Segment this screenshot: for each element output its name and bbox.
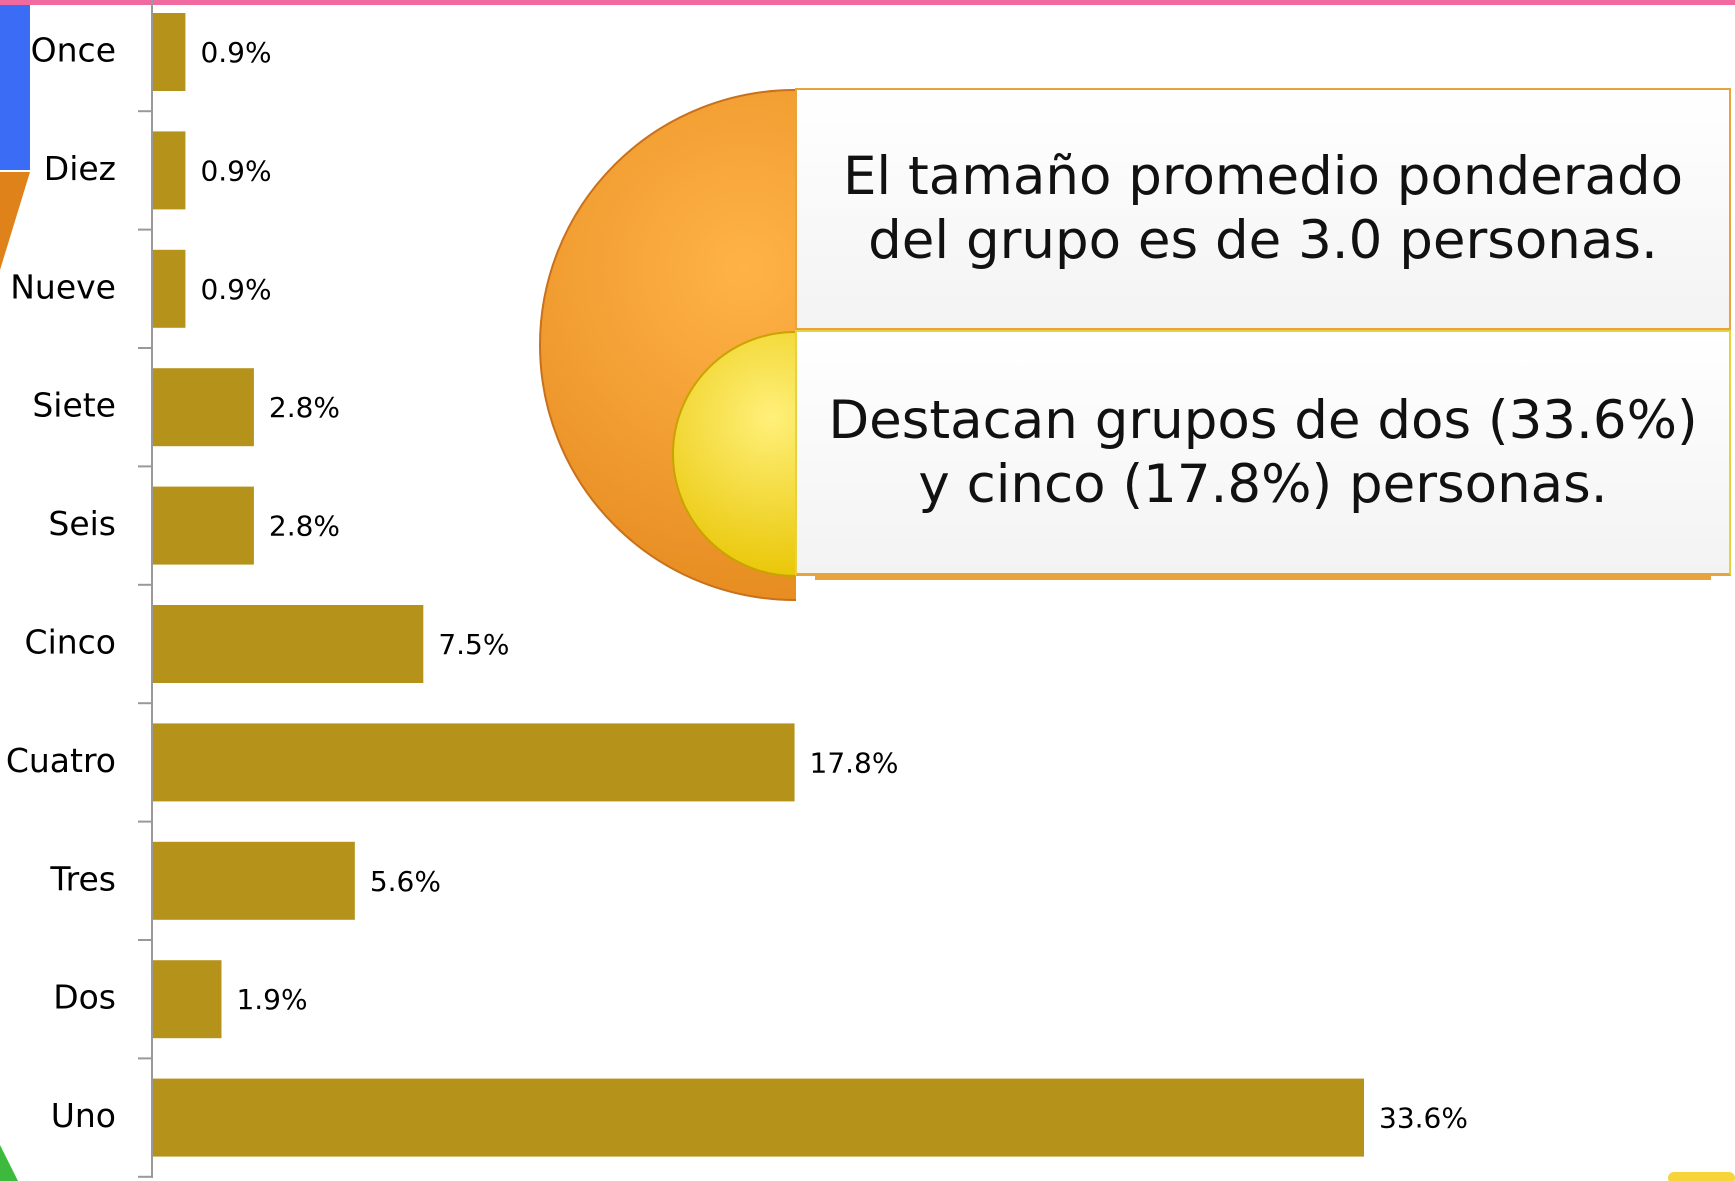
value-label: 33.6% [1379,1102,1468,1135]
value-label: 17.8% [810,746,899,779]
bar [153,131,185,209]
bar [153,723,795,801]
corner-decoration [0,1145,18,1181]
category-label: Seis [48,504,116,543]
left-decoration [0,5,30,170]
category-label: Nueve [10,267,116,306]
bar [153,368,254,446]
bar [153,842,355,920]
value-label: 7.5% [438,628,509,661]
category-label: Once [31,31,116,70]
value-label: 5.6% [370,865,441,898]
category-label: Cuatro [6,741,116,780]
category-label: Siete [32,386,116,425]
category-label: Dos [53,978,116,1017]
slide: Once 0.9% Diez 0.9% Nueve 0.9% Siete 2.8% Seis 2.… [0,0,1735,1181]
value-label: 0.9% [200,273,271,306]
value-label: 2.8% [269,510,340,543]
value-label: 0.9% [200,154,271,187]
callout-text: Destacan grupos de dos (33.6%) y cinco (… [809,389,1717,516]
bar [153,1079,1364,1157]
category-label: Uno [51,1096,116,1135]
bar [153,487,254,565]
bar [153,13,185,91]
value-label: 0.9% [200,36,271,69]
category-label: Diez [44,149,116,188]
callout-box: Destacan grupos de dos (33.6%) y cinco (… [795,330,1731,576]
category-label: Cinco [25,623,116,662]
value-label: 2.8% [269,391,340,424]
left-decoration [0,172,30,270]
value-label: 1.9% [236,983,307,1016]
bar [153,605,423,683]
bar [153,960,221,1038]
callout-text: El tamaño promedio ponderado del grupo e… [809,145,1717,272]
corner-decoration [1668,1172,1735,1181]
top-stripe [0,0,1735,5]
bar [153,250,185,328]
callout-box: El tamaño promedio ponderado del grupo e… [795,88,1731,330]
category-label: Tres [49,859,116,898]
